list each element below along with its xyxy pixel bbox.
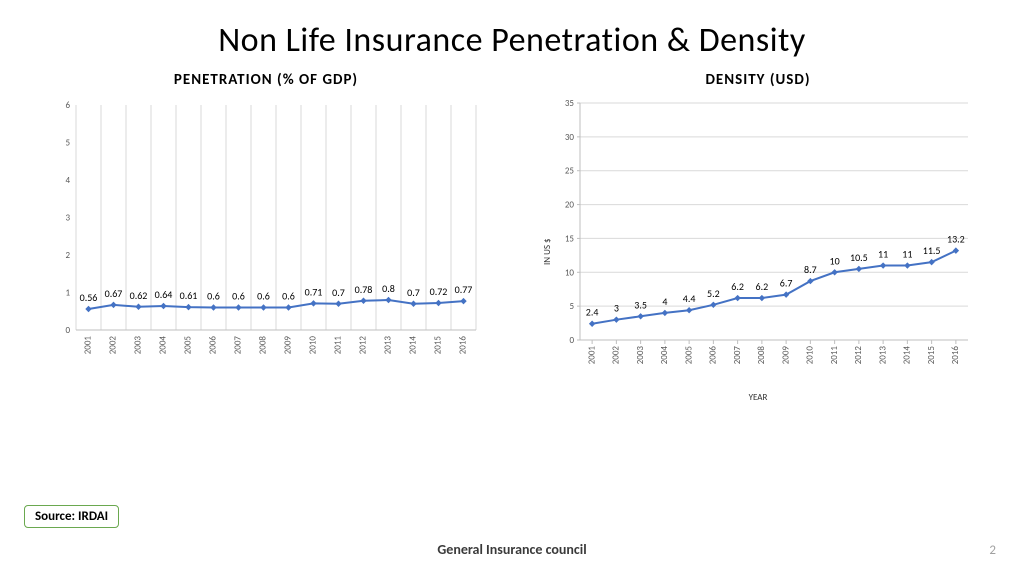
- svg-text:2008: 2008: [258, 336, 269, 355]
- chart-density-yaxis-label: IN US $: [542, 238, 553, 265]
- svg-text:0.7: 0.7: [332, 286, 345, 299]
- svg-text:3: 3: [65, 213, 70, 224]
- svg-text:2014: 2014: [902, 346, 913, 365]
- chart-penetration-title: PENETRATION (% OF GDP): [46, 71, 486, 89]
- svg-text:2015: 2015: [926, 346, 937, 365]
- svg-text:10.5: 10.5: [850, 251, 868, 264]
- svg-text:2002: 2002: [611, 346, 622, 365]
- svg-text:2010: 2010: [805, 346, 816, 365]
- svg-text:30: 30: [565, 132, 575, 143]
- chart-penetration: PENETRATION (% OF GDP) 0 1 2 3 4 5 6 2001 2002 20…: [46, 71, 486, 403]
- chart-density: DENSITY (USD) IN US $ 0 5 10 15 20 25 30 35 2001…: [538, 71, 978, 403]
- chart-penetration-plot: 0 1 2 3 4 5 6 2001 2002 2003 2004 2005 2006 2007 2008 2…: [46, 95, 486, 380]
- svg-text:0.72: 0.72: [430, 285, 448, 298]
- svg-text:2004: 2004: [158, 336, 169, 355]
- svg-text:3.5: 3.5: [634, 298, 647, 311]
- footer-text: General Insurance council: [0, 541, 1024, 558]
- svg-text:6.7: 6.7: [780, 277, 793, 290]
- svg-text:35: 35: [565, 98, 575, 109]
- svg-text:2016: 2016: [458, 336, 469, 355]
- svg-text:11.5: 11.5: [923, 244, 941, 257]
- chart-density-xaxis-label: YEAR: [538, 392, 978, 403]
- svg-text:11: 11: [878, 248, 888, 261]
- svg-text:0.8: 0.8: [382, 282, 395, 295]
- svg-text:2.4: 2.4: [586, 306, 599, 319]
- svg-text:2005: 2005: [183, 336, 194, 355]
- svg-text:2002: 2002: [108, 336, 119, 355]
- svg-text:2008: 2008: [756, 346, 767, 365]
- svg-text:2009: 2009: [780, 346, 791, 365]
- svg-text:0.56: 0.56: [80, 291, 98, 304]
- svg-text:0.7: 0.7: [407, 286, 420, 299]
- svg-text:4: 4: [662, 295, 667, 308]
- svg-text:2003: 2003: [133, 336, 144, 355]
- svg-text:0.6: 0.6: [282, 290, 295, 303]
- svg-text:5: 5: [65, 138, 70, 149]
- svg-text:6.2: 6.2: [731, 280, 744, 293]
- svg-text:0.6: 0.6: [257, 290, 270, 303]
- chart-density-plot: IN US $ 0 5 10 15 20 25 30 35 2001 2002 2003 2004 20…: [538, 95, 978, 403]
- svg-text:2012: 2012: [853, 346, 864, 365]
- svg-text:2005: 2005: [683, 346, 694, 365]
- svg-text:5.2: 5.2: [707, 287, 720, 300]
- svg-text:1: 1: [65, 288, 70, 299]
- svg-text:0.6: 0.6: [207, 290, 220, 303]
- svg-text:11: 11: [902, 248, 912, 261]
- svg-text:2001: 2001: [83, 336, 94, 355]
- charts-row: PENETRATION (% OF GDP) 0 1 2 3 4 5 6 2001 2002 20…: [0, 61, 1024, 403]
- svg-text:2003: 2003: [635, 346, 646, 365]
- svg-text:0: 0: [569, 335, 574, 346]
- svg-text:4: 4: [65, 175, 70, 186]
- chart-penetration-svg: 0 1 2 3 4 5 6 2001 2002 2003 2004 2005 2006 2007 2008 2…: [46, 95, 486, 375]
- svg-text:25: 25: [565, 166, 575, 177]
- svg-text:10: 10: [565, 267, 575, 278]
- svg-text:4.4: 4.4: [683, 292, 696, 305]
- svg-text:2014: 2014: [408, 336, 419, 355]
- svg-text:2013: 2013: [877, 346, 888, 365]
- svg-text:8.7: 8.7: [804, 263, 817, 276]
- svg-text:20: 20: [565, 200, 575, 211]
- svg-text:0.67: 0.67: [105, 287, 123, 300]
- svg-text:2012: 2012: [358, 336, 369, 355]
- svg-text:0.62: 0.62: [130, 289, 148, 302]
- svg-text:2009: 2009: [283, 336, 294, 355]
- svg-text:2011: 2011: [829, 346, 840, 365]
- svg-text:0.61: 0.61: [180, 289, 198, 302]
- svg-text:0: 0: [65, 325, 70, 336]
- svg-text:2013: 2013: [383, 336, 394, 355]
- svg-text:2015: 2015: [433, 336, 444, 355]
- svg-text:0.6: 0.6: [232, 290, 245, 303]
- svg-text:2010: 2010: [308, 336, 319, 355]
- svg-text:2006: 2006: [708, 346, 719, 365]
- svg-text:6: 6: [65, 100, 70, 111]
- svg-text:0.64: 0.64: [155, 288, 173, 301]
- svg-text:0.77: 0.77: [455, 283, 473, 296]
- source-badge: Source: IRDAI: [24, 505, 119, 528]
- svg-text:6.2: 6.2: [756, 280, 769, 293]
- svg-text:5: 5: [569, 301, 574, 312]
- svg-text:2004: 2004: [659, 346, 670, 365]
- svg-text:2001: 2001: [586, 346, 597, 365]
- chart-density-title: DENSITY (USD): [538, 71, 978, 89]
- chart-density-svg: 0 5 10 15 20 25 30 35 2001 2002 2003 2004 2005 2006 20…: [538, 95, 978, 385]
- page-title: Non Life Insurance Penetration & Density: [0, 0, 1024, 61]
- svg-text:0.71: 0.71: [305, 285, 323, 298]
- svg-text:0.78: 0.78: [355, 283, 373, 296]
- svg-text:2007: 2007: [233, 336, 244, 355]
- svg-text:10: 10: [830, 254, 840, 267]
- svg-text:2007: 2007: [732, 346, 743, 365]
- svg-text:2016: 2016: [950, 346, 961, 365]
- svg-text:15: 15: [565, 233, 575, 244]
- svg-text:13.2: 13.2: [947, 233, 965, 246]
- svg-text:2011: 2011: [333, 336, 344, 355]
- svg-text:2: 2: [65, 250, 70, 261]
- svg-text:2006: 2006: [208, 336, 219, 355]
- svg-text:3: 3: [614, 302, 619, 315]
- page-number: 2: [989, 543, 996, 558]
